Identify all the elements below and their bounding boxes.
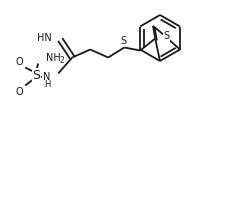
Text: S: S bbox=[163, 31, 169, 41]
Text: O: O bbox=[15, 86, 23, 96]
Text: O: O bbox=[15, 57, 23, 67]
Text: NH: NH bbox=[46, 52, 61, 62]
Text: 2: 2 bbox=[59, 56, 64, 65]
Text: S: S bbox=[32, 69, 40, 82]
Text: N: N bbox=[43, 72, 50, 82]
Text: S: S bbox=[120, 35, 126, 45]
Text: H: H bbox=[44, 80, 50, 89]
Text: HN: HN bbox=[37, 32, 52, 42]
